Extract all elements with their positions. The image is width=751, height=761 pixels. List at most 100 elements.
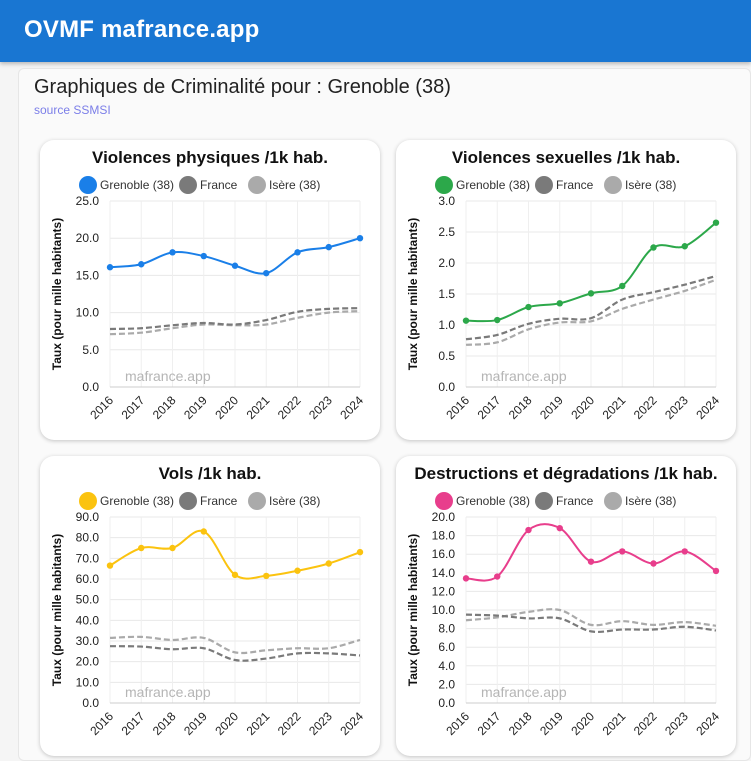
x-tick-label: 2017 xyxy=(475,393,504,422)
y-tick-label: 0.5 xyxy=(438,349,455,363)
chart-destructions: Destructions et dégradations /1k hab. Gre… xyxy=(406,464,722,738)
data-point xyxy=(619,548,626,555)
y-tick-label: 4.0 xyxy=(438,659,455,673)
x-tick-label: 2024 xyxy=(693,393,722,422)
x-tick-label: 2018 xyxy=(506,393,535,422)
x-tick-label: 2023 xyxy=(306,393,335,422)
data-point xyxy=(200,252,207,260)
x-tick-label: 2019 xyxy=(181,709,210,738)
y-tick-label: 14.0 xyxy=(432,566,456,580)
y-tick-label: 40.0 xyxy=(76,613,100,627)
watermark: mafrance.app xyxy=(125,368,211,384)
y-tick-label: 12.0 xyxy=(432,584,456,598)
chart-title: Destructions et dégradations /1k hab. xyxy=(414,464,717,483)
legend-label: Grenoble (38) xyxy=(456,178,530,192)
y-tick-label: 60.0 xyxy=(76,572,100,586)
chart-violences-physiques: Violences physiques /1k hab. Grenoble (38… xyxy=(50,148,366,422)
x-tick-label: 2022 xyxy=(275,709,304,738)
data-point xyxy=(681,548,688,555)
legend-label: Isère (38) xyxy=(625,178,676,192)
data-point xyxy=(263,572,270,580)
series-line-isere xyxy=(465,278,717,346)
x-tick-label: 2020 xyxy=(568,709,597,738)
data-point xyxy=(356,235,364,242)
x-tick-label: 2023 xyxy=(306,709,335,738)
data-point xyxy=(231,262,239,269)
data-point xyxy=(712,219,720,226)
x-tick-label: 2016 xyxy=(443,393,472,422)
y-tick-label: 90.0 xyxy=(76,510,100,524)
y-axis-label: Taux (pour mille habitants) xyxy=(406,534,420,686)
y-tick-label: 1.0 xyxy=(438,318,455,332)
y-tick-label: 16.0 xyxy=(432,547,456,561)
y-tick-label: 10.0 xyxy=(76,675,100,689)
data-point xyxy=(650,244,657,251)
y-tick-label: 8.0 xyxy=(438,622,455,636)
data-point xyxy=(138,544,145,552)
y-tick-label: 0.0 xyxy=(438,696,455,710)
data-point xyxy=(325,560,332,567)
series-line-france xyxy=(465,613,717,634)
chart-title: Violences sexuelles /1k hab. xyxy=(452,148,680,167)
legend-label: Isère (38) xyxy=(625,494,676,508)
legend-label: Grenoble (38) xyxy=(100,494,174,508)
source-link[interactable]: source SSMSI xyxy=(34,103,111,117)
legend-swatch xyxy=(435,492,453,510)
x-tick-label: 2017 xyxy=(119,709,148,738)
legend-swatch xyxy=(604,492,622,510)
y-tick-label: 0.0 xyxy=(438,380,455,394)
data-point xyxy=(650,560,657,567)
x-tick-label: 2016 xyxy=(87,393,116,422)
x-tick-label: 2018 xyxy=(150,393,179,422)
data-point xyxy=(138,261,145,268)
series-line-isere xyxy=(109,635,361,655)
y-axis-label: Taux (pour mille habitants) xyxy=(50,218,64,370)
x-tick-label: 2019 xyxy=(537,709,566,738)
y-tick-label: 20.0 xyxy=(76,231,100,245)
y-tick-label: 15.0 xyxy=(76,268,100,282)
y-tick-label: 20.0 xyxy=(432,510,456,524)
chart-card-violences-physiques: Violences physiques /1k hab. Grenoble (38… xyxy=(40,140,380,440)
series-line-france xyxy=(109,307,361,331)
watermark: mafrance.app xyxy=(481,368,567,384)
y-tick-label: 0.0 xyxy=(82,696,99,710)
data-point xyxy=(556,300,563,307)
x-tick-label: 2020 xyxy=(212,393,241,422)
legend-swatch xyxy=(435,176,453,194)
x-tick-label: 2023 xyxy=(662,393,691,422)
y-tick-label: 1.5 xyxy=(438,287,455,301)
x-tick-label: 2021 xyxy=(600,393,629,422)
x-tick-label: 2022 xyxy=(631,709,660,738)
y-tick-label: 10.0 xyxy=(432,603,456,617)
x-tick-label: 2017 xyxy=(119,393,148,422)
data-point xyxy=(525,303,532,311)
x-tick-label: 2018 xyxy=(150,709,179,738)
y-tick-label: 18.0 xyxy=(432,529,456,543)
chart-title: Vols /1k hab. xyxy=(159,464,262,483)
data-point xyxy=(294,567,301,574)
data-point xyxy=(325,243,332,251)
data-point xyxy=(106,562,114,569)
legend-swatch xyxy=(248,176,266,194)
legend-swatch xyxy=(535,492,553,510)
watermark: mafrance.app xyxy=(125,684,211,700)
data-point xyxy=(556,524,563,532)
y-tick-label: 25.0 xyxy=(76,194,100,208)
data-point xyxy=(462,317,470,324)
app-header: OVMF mafrance.app xyxy=(0,0,751,62)
watermark: mafrance.app xyxy=(481,684,567,700)
y-axis-label: Taux (pour mille habitants) xyxy=(406,218,420,370)
y-tick-label: 2.0 xyxy=(438,256,455,270)
y-tick-label: 5.0 xyxy=(82,343,99,357)
legend-swatch xyxy=(604,176,622,194)
legend-label: France xyxy=(556,494,594,508)
data-point xyxy=(494,316,501,324)
y-tick-label: 30.0 xyxy=(76,634,100,648)
chart-card-violences-sexuelles: Violences sexuelles /1k hab. Grenoble (38… xyxy=(396,140,736,440)
x-tick-label: 2016 xyxy=(87,709,116,738)
x-tick-label: 2018 xyxy=(506,709,535,738)
data-point xyxy=(263,269,270,277)
app-title[interactable]: OVMF mafrance.app xyxy=(24,16,260,43)
data-point xyxy=(494,573,501,580)
y-tick-label: 10.0 xyxy=(76,306,100,320)
